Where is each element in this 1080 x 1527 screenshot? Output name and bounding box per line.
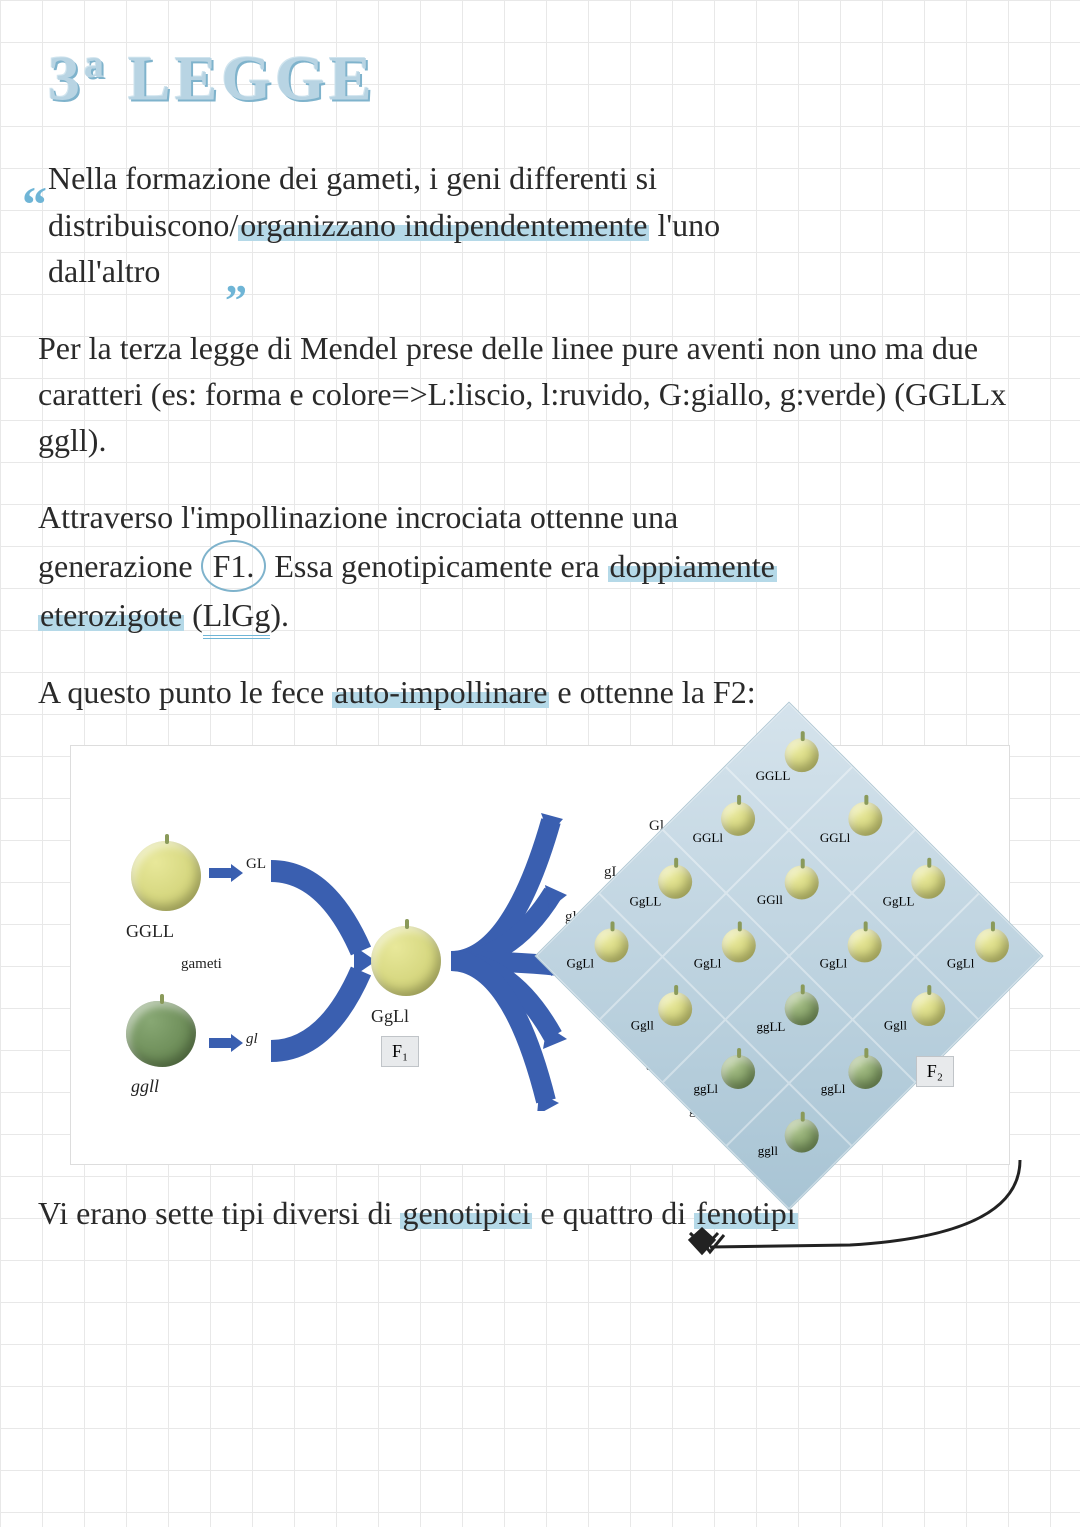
punnett-genotype-label: Ggll — [631, 1017, 654, 1033]
p3-f1-circled: F1. — [201, 540, 267, 592]
p4-hl: auto-impollinare — [332, 674, 549, 710]
arrow-converge — [266, 841, 376, 1081]
p3-underlined: LlGg — [203, 597, 271, 639]
punnett-genotype-label: ggLL — [756, 1019, 785, 1035]
parent2-pea — [126, 1001, 196, 1067]
parent1-gamete-label: GL — [246, 856, 266, 873]
punnett-pea — [911, 992, 945, 1026]
f1-geno-label: GgLl — [371, 1006, 409, 1027]
punnett-genotype-label: GGll — [757, 892, 783, 908]
title-sup: a — [84, 41, 108, 86]
punnett-genotype-label: ggLl — [820, 1081, 845, 1097]
quote-line1: Nella formazione dei gameti, i geni diff… — [48, 160, 657, 196]
p3-a: Attraverso l'impollinazione incrociata o… — [38, 499, 678, 535]
punnett-genotype-label: GgLl — [693, 955, 720, 971]
punnett-diagram: GGLL GL ggll gl gameti GgLl F₁ — [70, 745, 1010, 1165]
punnett-genotype-label: GgLL — [883, 894, 915, 910]
title-word: LEGGE — [128, 42, 376, 113]
f2-box: F₂ — [916, 1056, 954, 1087]
quote-line2b: l'uno — [649, 207, 720, 243]
arrow-to-conclusion — [650, 1155, 1030, 1285]
p3-hl1: doppiamente — [608, 548, 777, 584]
parent1-label: GGLL — [126, 921, 174, 942]
p3-hl2: eterozigote — [38, 597, 184, 633]
quote-line2a: distribuiscono/ — [48, 207, 238, 243]
punnett-pea — [848, 802, 882, 836]
punnett-pea — [785, 992, 819, 1026]
arrow-to-conclusion-head — [692, 1230, 732, 1260]
punnett-pea — [658, 992, 692, 1026]
bot-a: Vi erano sette tipi diversi di — [38, 1195, 400, 1231]
punnett-genotype-label: Ggll — [884, 1017, 907, 1033]
punnett-genotype-label: GgLl — [947, 955, 974, 971]
parent1-pea — [131, 841, 201, 911]
punnett-pea — [721, 928, 755, 962]
punnett-pea — [848, 1055, 882, 1089]
punnett-genotype-label: GgLl — [820, 955, 847, 971]
punnett-genotype-label: GGLl — [693, 830, 723, 846]
paragraph-3: Attraverso l'impollinazione incrociata o… — [38, 494, 1042, 639]
punnett-pea — [595, 928, 629, 962]
punnett-genotype-label: GgLl — [567, 955, 594, 971]
quote-line3: dall'altro — [48, 253, 160, 289]
punnett-genotype-label: GGLL — [756, 768, 791, 784]
quote-paragraph: Nella formazione dei gameti, i geni diff… — [48, 155, 1042, 294]
paragraph-2: Per la terza legge di Mendel prese delle… — [38, 325, 1042, 464]
gameti-label: gameti — [181, 956, 222, 973]
punnett-pea — [721, 802, 755, 836]
p3-e: ( — [184, 597, 203, 633]
punnett-pea — [911, 865, 945, 899]
parent2-label: ggll — [131, 1076, 159, 1097]
p3-c: Essa genotipicamente era — [266, 548, 607, 584]
arrow-parent2 — [209, 1034, 243, 1052]
f1-pea — [371, 926, 441, 996]
punnett-genotype-label: GgLL — [629, 894, 661, 910]
p4-b: e ottenne la F2: — [549, 674, 755, 710]
open-quote-icon: “ — [22, 175, 47, 233]
f1-box: F₁ — [381, 1036, 419, 1067]
punnett-square: GGLL GGLl GgLL GgLl GGLl GGll GgLl Ggll GgLL GgLl… — [534, 702, 1043, 1211]
page-title: 3a LEGGE — [48, 40, 1042, 115]
p4-a: A questo punto le fece — [38, 674, 332, 710]
punnett-pea — [785, 1118, 819, 1152]
punnett-genotype-label: GGLl — [820, 830, 850, 846]
close-quote-icon: ” — [225, 275, 247, 326]
punnett-genotype-label: ggLl — [694, 1081, 719, 1097]
punnett-pea — [785, 865, 819, 899]
punnett-pea — [658, 865, 692, 899]
p3-f: ). — [270, 597, 289, 633]
paragraph-4: A questo punto le fece auto-impollinare … — [38, 669, 1042, 715]
bot-hl1: genotipici — [400, 1195, 532, 1231]
quote-line2-highlight: organizzano indipendentemente — [238, 207, 649, 243]
punnett-pea — [721, 1055, 755, 1089]
title-prefix: 3 — [48, 42, 84, 113]
punnett-pea — [848, 928, 882, 962]
p3-b: generazione — [38, 548, 201, 584]
parent2-gamete-label: gl — [246, 1031, 258, 1048]
punnett-pea — [975, 928, 1009, 962]
arrow-parent1 — [209, 864, 243, 882]
